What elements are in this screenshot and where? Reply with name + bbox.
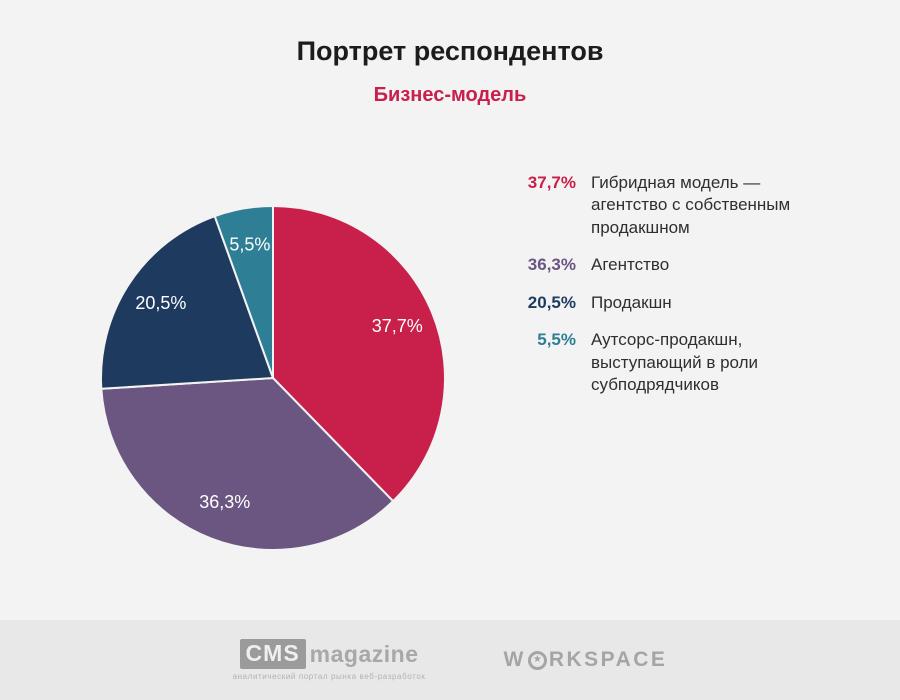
workspace-logo: W ★ RKSPACE	[503, 648, 667, 672]
pie-slice	[272, 204, 446, 503]
legend-label: Аутсорс-продакшн, выступающий в роли суб…	[591, 330, 759, 395]
star-in-circle-icon: ★	[527, 650, 547, 670]
page-title: Портрет респондентов	[296, 36, 604, 66]
pie-slice-label: 37,7%	[372, 316, 423, 336]
legend-percent: 5,5%	[537, 330, 576, 350]
pie-chart-container: 37,7% 36,3% 20,5% 5,5%	[95, 200, 451, 556]
pie-chart: 37,7% 36,3% 20,5% 5,5%	[100, 204, 446, 551]
footer-bar: CMS magazine аналитический портал рынка …	[0, 620, 900, 700]
legend-label: Гибридная модель — агентство с собственн…	[591, 173, 791, 237]
pie-slice	[213, 204, 274, 379]
legend-item: 36,3% Агентство	[512, 254, 872, 276]
cms-logo-box: CMS	[239, 639, 306, 669]
chart-legend: 37,7% Гибридная модель — агентство с соб…	[512, 172, 872, 397]
legend-percent: 20,5%	[527, 292, 576, 312]
legend-item: 37,7% Гибридная модель — агентство с соб…	[512, 172, 872, 239]
legend-percent: 36,3%	[527, 255, 576, 275]
pie-slice	[100, 376, 395, 551]
cms-logo-name: magazine	[309, 640, 419, 667]
workspace-wordmark-suffix: RKSPACE	[548, 648, 668, 671]
cms-logo-caption: аналитический портал рынка веб-разработо…	[232, 672, 426, 681]
legend-label: Продакшн	[591, 292, 672, 312]
pie-slice-label: 5,5%	[229, 235, 270, 255]
workspace-wordmark-prefix: W	[503, 648, 526, 671]
pie-slice-label: 36,3%	[199, 492, 250, 512]
legend-item: 20,5% Продакшн	[512, 292, 872, 314]
legend-label: Агентство	[591, 255, 670, 275]
legend-percent: 37,7%	[527, 173, 576, 192]
legend-item: 5,5% Аутсорс-продакшн, выступающий в рол…	[512, 329, 872, 396]
pie-slice-label: 20,5%	[135, 293, 186, 313]
chart-subtitle: Бизнес-модель	[373, 84, 527, 106]
cms-magazine-wordmark: CMS magazine	[239, 639, 419, 669]
cms-magazine-logo: CMS magazine аналитический портал рынка …	[233, 639, 426, 681]
